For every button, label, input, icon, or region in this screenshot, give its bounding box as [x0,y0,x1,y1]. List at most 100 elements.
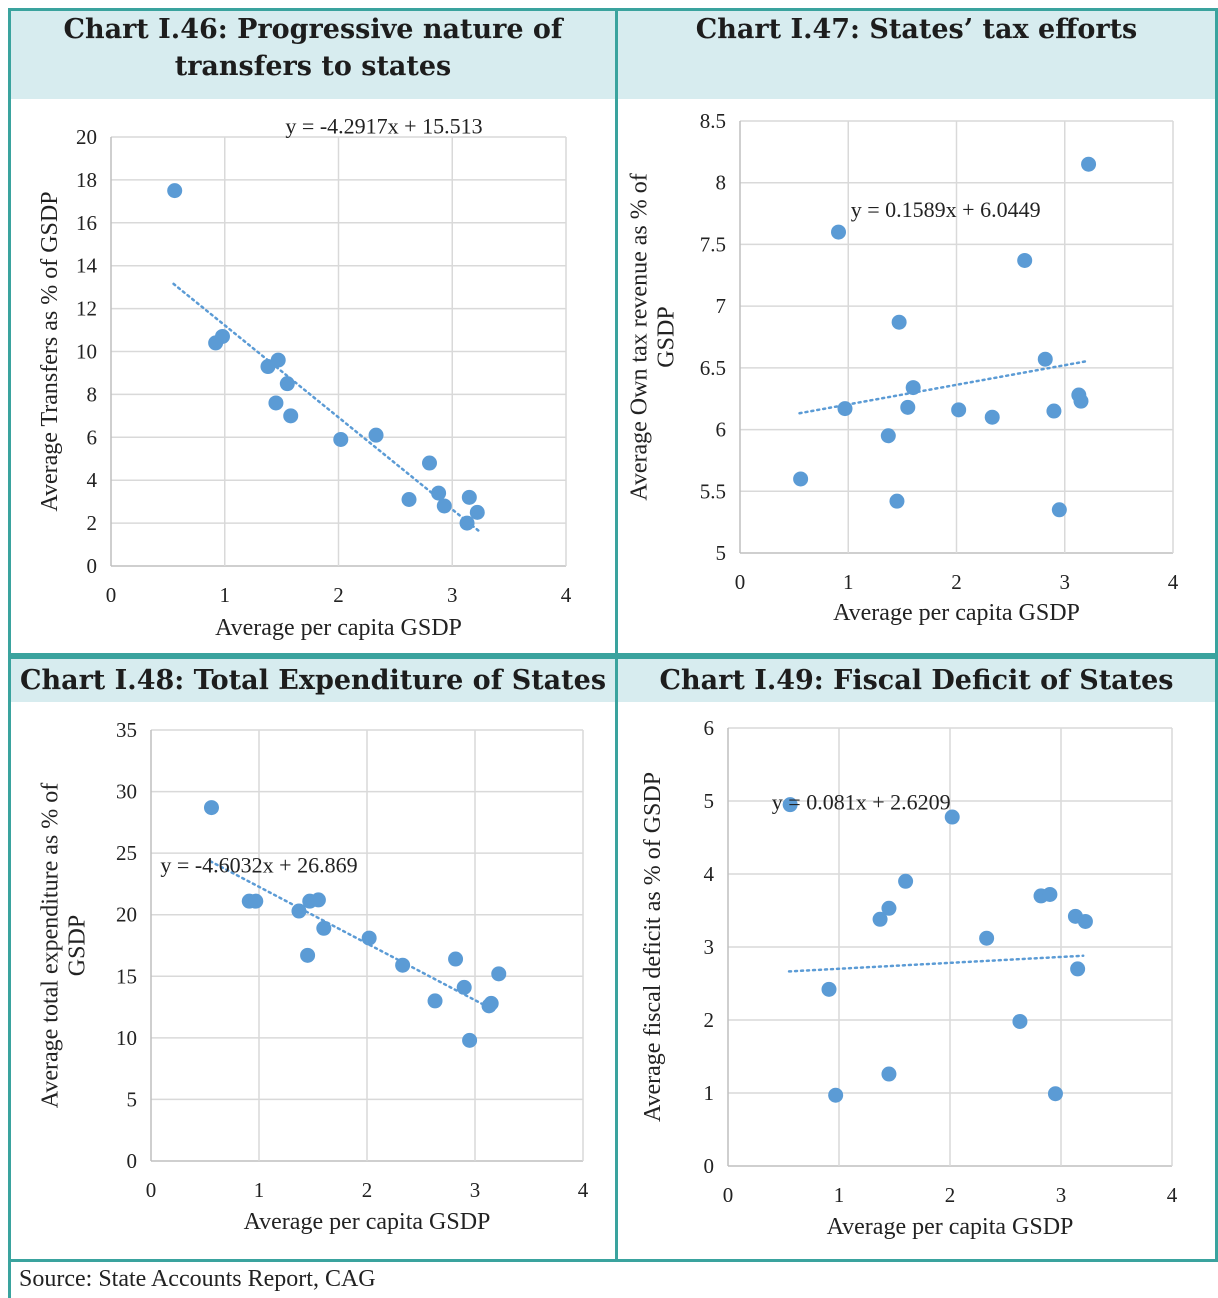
data-point [880,428,896,444]
y-tick-label: 14 [76,254,98,278]
data-point [279,376,295,392]
data-point [401,492,417,508]
title-line: Chart I.47: States’ tax efforts [695,14,1138,45]
scatter-chart-i49: 0 1 2 3 4 5 6 0 1 2 3 4 Average per capita GSDP Avera… [640,716,1178,1240]
x-tick-label: 3 [1060,570,1071,594]
y-tick-label: 16 [76,211,97,235]
data-point [898,873,914,889]
data-point [436,498,452,514]
x-tick-label: 1 [834,1183,845,1207]
x-axis-label: Average per capita GSDP [215,615,462,641]
data-point [167,183,183,199]
y-tick-label: 3 [704,935,715,959]
data-point [483,995,499,1011]
x-tick-label: 3 [447,583,458,607]
data-point [291,903,307,919]
trendline [209,860,498,1013]
y-tick-label: 2 [87,511,98,535]
x-axis-label: Average per capita GSDP [833,600,1080,626]
chart-body-i46: 0 2 4 6 8 10 12 14 16 18 20 0 1 2 3 4 Average per capita… [8,99,618,656]
y-tick-label: 5 [716,541,727,565]
y-tick-label: 5 [127,1087,138,1111]
data-point [944,809,960,825]
y-tick-label: 8.5 [700,109,726,133]
trendline [787,954,1085,973]
x-tick-label: 3 [1056,1183,1067,1207]
data-point [268,395,284,411]
y-tick-label: 1 [704,1081,715,1105]
x-tick-label: 1 [254,1178,265,1202]
title-line: transfers to states [174,51,452,82]
chart-title-i49: Chart I.49: Fiscal Deficit of States [615,656,1218,705]
y-tick-label: 7 [716,294,727,318]
y-tick-label: 6 [87,425,98,449]
data-point [951,402,967,418]
y-tick-label: 10 [76,340,97,364]
y-tick-label: 4 [704,862,715,886]
y-tick-label: 25 [116,841,137,865]
data-point [456,979,472,995]
data-point [368,427,384,443]
data-point [1017,252,1033,268]
data-point [831,224,847,240]
y-tick-label: 20 [116,903,137,927]
data-point [448,951,464,967]
chart-body-i48: 0 5 10 15 20 25 30 35 0 1 2 3 4 Average per capita GS… [8,702,618,1262]
source-note: Source: State Accounts Report, CAG [8,1260,1218,1298]
y-tick-label: 6 [716,418,727,442]
y-tick-label: 4 [87,468,98,492]
data-point [984,409,1000,425]
x-tick-label: 2 [945,1183,956,1207]
x-tick-label: 0 [106,583,117,607]
chart-title-i47: Chart I.47: States’ tax efforts [615,8,1218,102]
x-tick-label: 2 [951,570,962,594]
y-tick-label: 6 [704,716,715,740]
y-tick-label: 18 [76,168,97,192]
y-tick-label: 8 [87,382,98,406]
data-point [283,408,299,424]
chart-title-i48: Chart I.48: Total Expenditure of States [8,656,618,705]
trendline-equation: y = 0.1589x + 6.0449 [851,197,1041,222]
x-axis-label: Average per capita GSDP [244,1209,491,1235]
data-point [837,401,853,417]
data-point [333,431,349,447]
x-tick-label: 0 [146,1178,157,1202]
chart-body-i49: 0 1 2 3 4 5 6 0 1 2 3 4 Average per capita GSDP Avera… [615,702,1218,1262]
title-line: Chart I.46: Progressive nature of [63,14,563,45]
data-point [905,380,921,396]
x-tick-label: 2 [333,583,344,607]
x-tick-label: 4 [578,1178,589,1202]
data-point [422,455,437,471]
data-point [979,930,995,946]
data-point [1047,1086,1063,1102]
y-tick-label: 0 [704,1154,715,1178]
y-tick-label: 6.5 [700,356,726,380]
data-point [491,966,507,982]
title-line: Chart I.48: Total Expenditure of States [19,665,607,696]
data-point [461,489,477,505]
y-tick-label: 5 [704,789,715,813]
data-point [891,314,907,330]
x-tick-label: 3 [470,1178,481,1202]
data-point [361,930,377,946]
data-point [214,328,230,344]
y-axis-label: Average total expenditure as % of [38,783,64,1108]
data-point [900,399,916,415]
y-tick-label: 0 [127,1149,138,1173]
data-point [889,493,905,509]
data-point [1012,1013,1028,1029]
data-point [1073,393,1089,409]
x-tick-label: 4 [1168,570,1179,594]
y-axis-label: Average Transfers as % of GSDP [37,191,63,511]
y-tick-label: 10 [116,1026,137,1050]
data-point [459,515,475,531]
data-point [248,893,264,909]
data-point [1070,961,1086,977]
y-tick-label: 20 [76,125,97,149]
y-axis-label: GSDP [65,915,91,976]
trendline-equation: y = -4.2917x + 15.513 [285,113,482,138]
chart-title-i46: Chart I.46: Progressive nature of transf… [8,8,618,102]
x-tick-label: 4 [1167,1183,1178,1207]
x-tick-label: 0 [735,570,746,594]
